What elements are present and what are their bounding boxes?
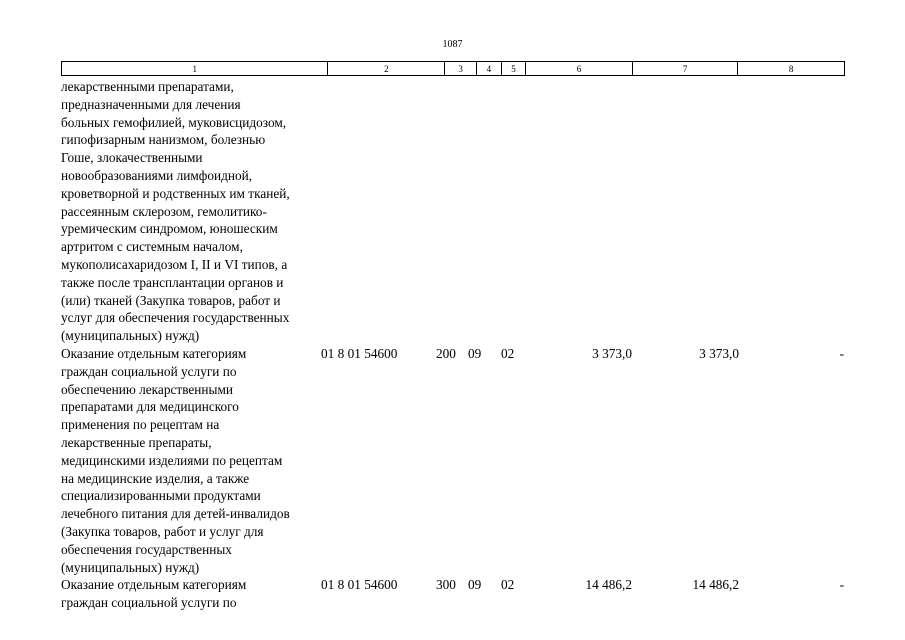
row-description: Оказание отдельным категориям граждан со…	[61, 345, 290, 575]
row-expense-type: 300	[436, 577, 456, 593]
table-row: Оказание отдельным категориям граждан со…	[61, 345, 861, 576]
row-description: лекарственными препаратами, предназначен…	[61, 79, 290, 344]
row-expense-type: 200	[436, 345, 456, 361]
column-header-table: 1 2 3 4 5 6 7 8	[60, 61, 845, 76]
table-body: лекарственными препаратами, предназначен…	[61, 78, 861, 612]
row-amount: 14 486,2	[585, 577, 632, 593]
table-row: лекарственными препаратами, предназначен…	[61, 78, 861, 345]
row-amount-2: 14 486,2	[692, 577, 739, 593]
row-target-code: 01 8 01 54600	[321, 577, 398, 593]
row-subsection: 02	[501, 345, 515, 361]
row-col8: -	[839, 345, 844, 361]
column-header-row: 1 2 3 4 5 6 7 8	[60, 61, 845, 76]
column-header-1: 1	[60, 61, 329, 76]
table-row: Оказание отдельным категориям граждан со…	[61, 576, 861, 612]
column-header-4: 4	[476, 61, 502, 76]
row-subsection: 02	[501, 577, 515, 593]
row-section: 09	[468, 577, 482, 593]
row-target-code: 01 8 01 54600	[321, 345, 398, 361]
page-number: 1087	[442, 39, 463, 50]
column-header-6: 6	[525, 61, 633, 76]
row-description: Оказание отдельным категориям граждан со…	[61, 577, 247, 611]
row-amount: 3 373,0	[592, 345, 632, 361]
row-section: 09	[468, 345, 482, 361]
row-col8: -	[839, 577, 844, 593]
column-header-2: 2	[327, 61, 446, 76]
column-header-8: 8	[737, 61, 845, 76]
column-header-3: 3	[444, 61, 478, 76]
column-header-5: 5	[500, 61, 527, 76]
column-header-7: 7	[631, 61, 739, 76]
row-amount-2: 3 373,0	[699, 345, 739, 361]
